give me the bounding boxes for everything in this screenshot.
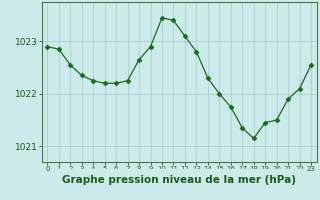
X-axis label: Graphe pression niveau de la mer (hPa): Graphe pression niveau de la mer (hPa) [62, 175, 296, 185]
